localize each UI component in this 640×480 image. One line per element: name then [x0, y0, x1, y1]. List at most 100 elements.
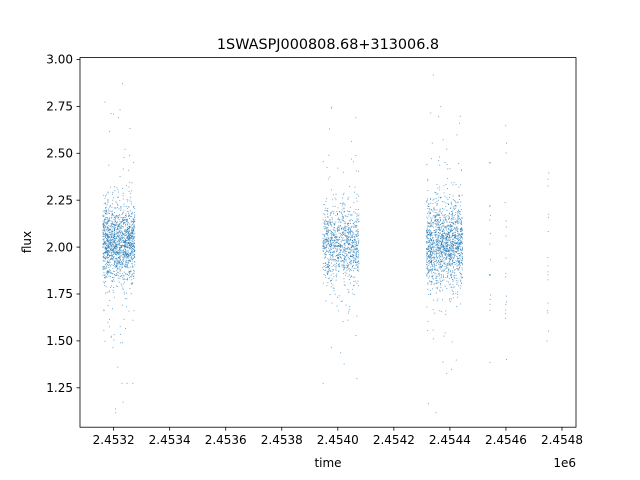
data-point	[119, 238, 121, 239]
data-point	[344, 226, 346, 228]
data-point	[119, 244, 121, 246]
data-point	[125, 231, 127, 233]
data-point	[454, 245, 456, 247]
data-point	[460, 249, 461, 251]
data-point	[131, 263, 133, 265]
data-point	[434, 268, 436, 270]
data-point	[428, 222, 430, 224]
data-point	[452, 246, 454, 248]
data-point	[114, 218, 116, 219]
data-point	[348, 233, 350, 235]
data-point	[449, 193, 451, 195]
data-point	[121, 261, 123, 263]
data-point	[131, 231, 133, 233]
data-point	[346, 267, 348, 269]
data-point	[430, 245, 432, 246]
data-point	[456, 247, 458, 248]
data-point	[324, 224, 326, 226]
data-point	[132, 219, 134, 220]
data-point	[329, 270, 331, 272]
data-point	[129, 227, 131, 229]
data-point	[353, 251, 355, 253]
data-point	[127, 246, 129, 248]
data-point	[460, 235, 462, 237]
data-point	[358, 214, 360, 216]
data-point	[458, 235, 460, 236]
data-point	[334, 240, 336, 242]
data-point	[119, 227, 121, 229]
data-point	[438, 235, 439, 237]
data-point	[435, 239, 437, 241]
data-point	[339, 219, 340, 221]
data-point	[437, 215, 439, 216]
data-point	[344, 221, 346, 223]
data-point	[356, 262, 358, 264]
data-point	[444, 268, 446, 270]
data-point	[433, 241, 435, 243]
data-point	[347, 268, 349, 270]
data-point	[325, 207, 327, 209]
data-point	[108, 227, 110, 229]
data-point	[445, 253, 447, 255]
data-point	[437, 239, 439, 241]
data-point	[347, 265, 348, 267]
data-point	[130, 279, 132, 281]
data-point	[440, 270, 442, 272]
data-point	[107, 220, 109, 222]
data-point	[332, 239, 334, 241]
data-point	[435, 275, 437, 277]
data-point	[430, 225, 432, 227]
data-point	[447, 275, 449, 276]
data-point	[110, 244, 112, 245]
data-point	[455, 235, 457, 237]
data-point	[131, 235, 133, 237]
data-point	[348, 243, 350, 244]
data-point	[115, 261, 117, 263]
data-point	[352, 226, 354, 227]
data-point	[121, 382, 123, 384]
data-point	[328, 263, 330, 265]
data-point	[460, 224, 462, 226]
data-point	[334, 227, 336, 229]
data-point	[452, 287, 454, 289]
data-point	[114, 243, 116, 245]
data-point	[426, 266, 428, 268]
data-point	[113, 278, 115, 280]
data-point	[134, 257, 135, 259]
data-point	[325, 239, 327, 241]
data-point	[439, 236, 441, 238]
data-point	[126, 240, 128, 241]
data-point	[435, 280, 437, 282]
data-point	[127, 237, 129, 239]
data-point	[354, 186, 356, 188]
data-point	[116, 240, 118, 242]
data-point	[125, 266, 127, 268]
data-point	[102, 239, 104, 241]
data-point	[342, 264, 344, 266]
data-point	[457, 291, 458, 293]
data-point	[433, 253, 435, 254]
data-point	[126, 211, 128, 212]
data-point	[125, 219, 127, 220]
data-point	[130, 266, 132, 268]
data-point	[324, 222, 326, 224]
data-point	[547, 257, 549, 259]
data-point	[129, 244, 131, 246]
data-point	[131, 224, 133, 226]
data-point	[108, 266, 110, 268]
data-point	[103, 230, 105, 232]
data-point	[102, 220, 104, 222]
data-point	[462, 230, 463, 232]
data-point	[329, 244, 331, 246]
data-point	[355, 225, 357, 227]
data-point	[125, 260, 127, 262]
data-point	[438, 199, 439, 201]
data-point	[117, 117, 119, 119]
data-point	[130, 242, 131, 244]
data-point	[451, 252, 453, 254]
data-point	[351, 245, 353, 247]
x-axis: 2.4532 2.4534 2.4536 2.4538 2.4540 2.4542 2.45…	[93, 427, 583, 447]
data-point	[109, 261, 111, 263]
data-point	[341, 228, 343, 230]
data-point	[341, 214, 343, 216]
